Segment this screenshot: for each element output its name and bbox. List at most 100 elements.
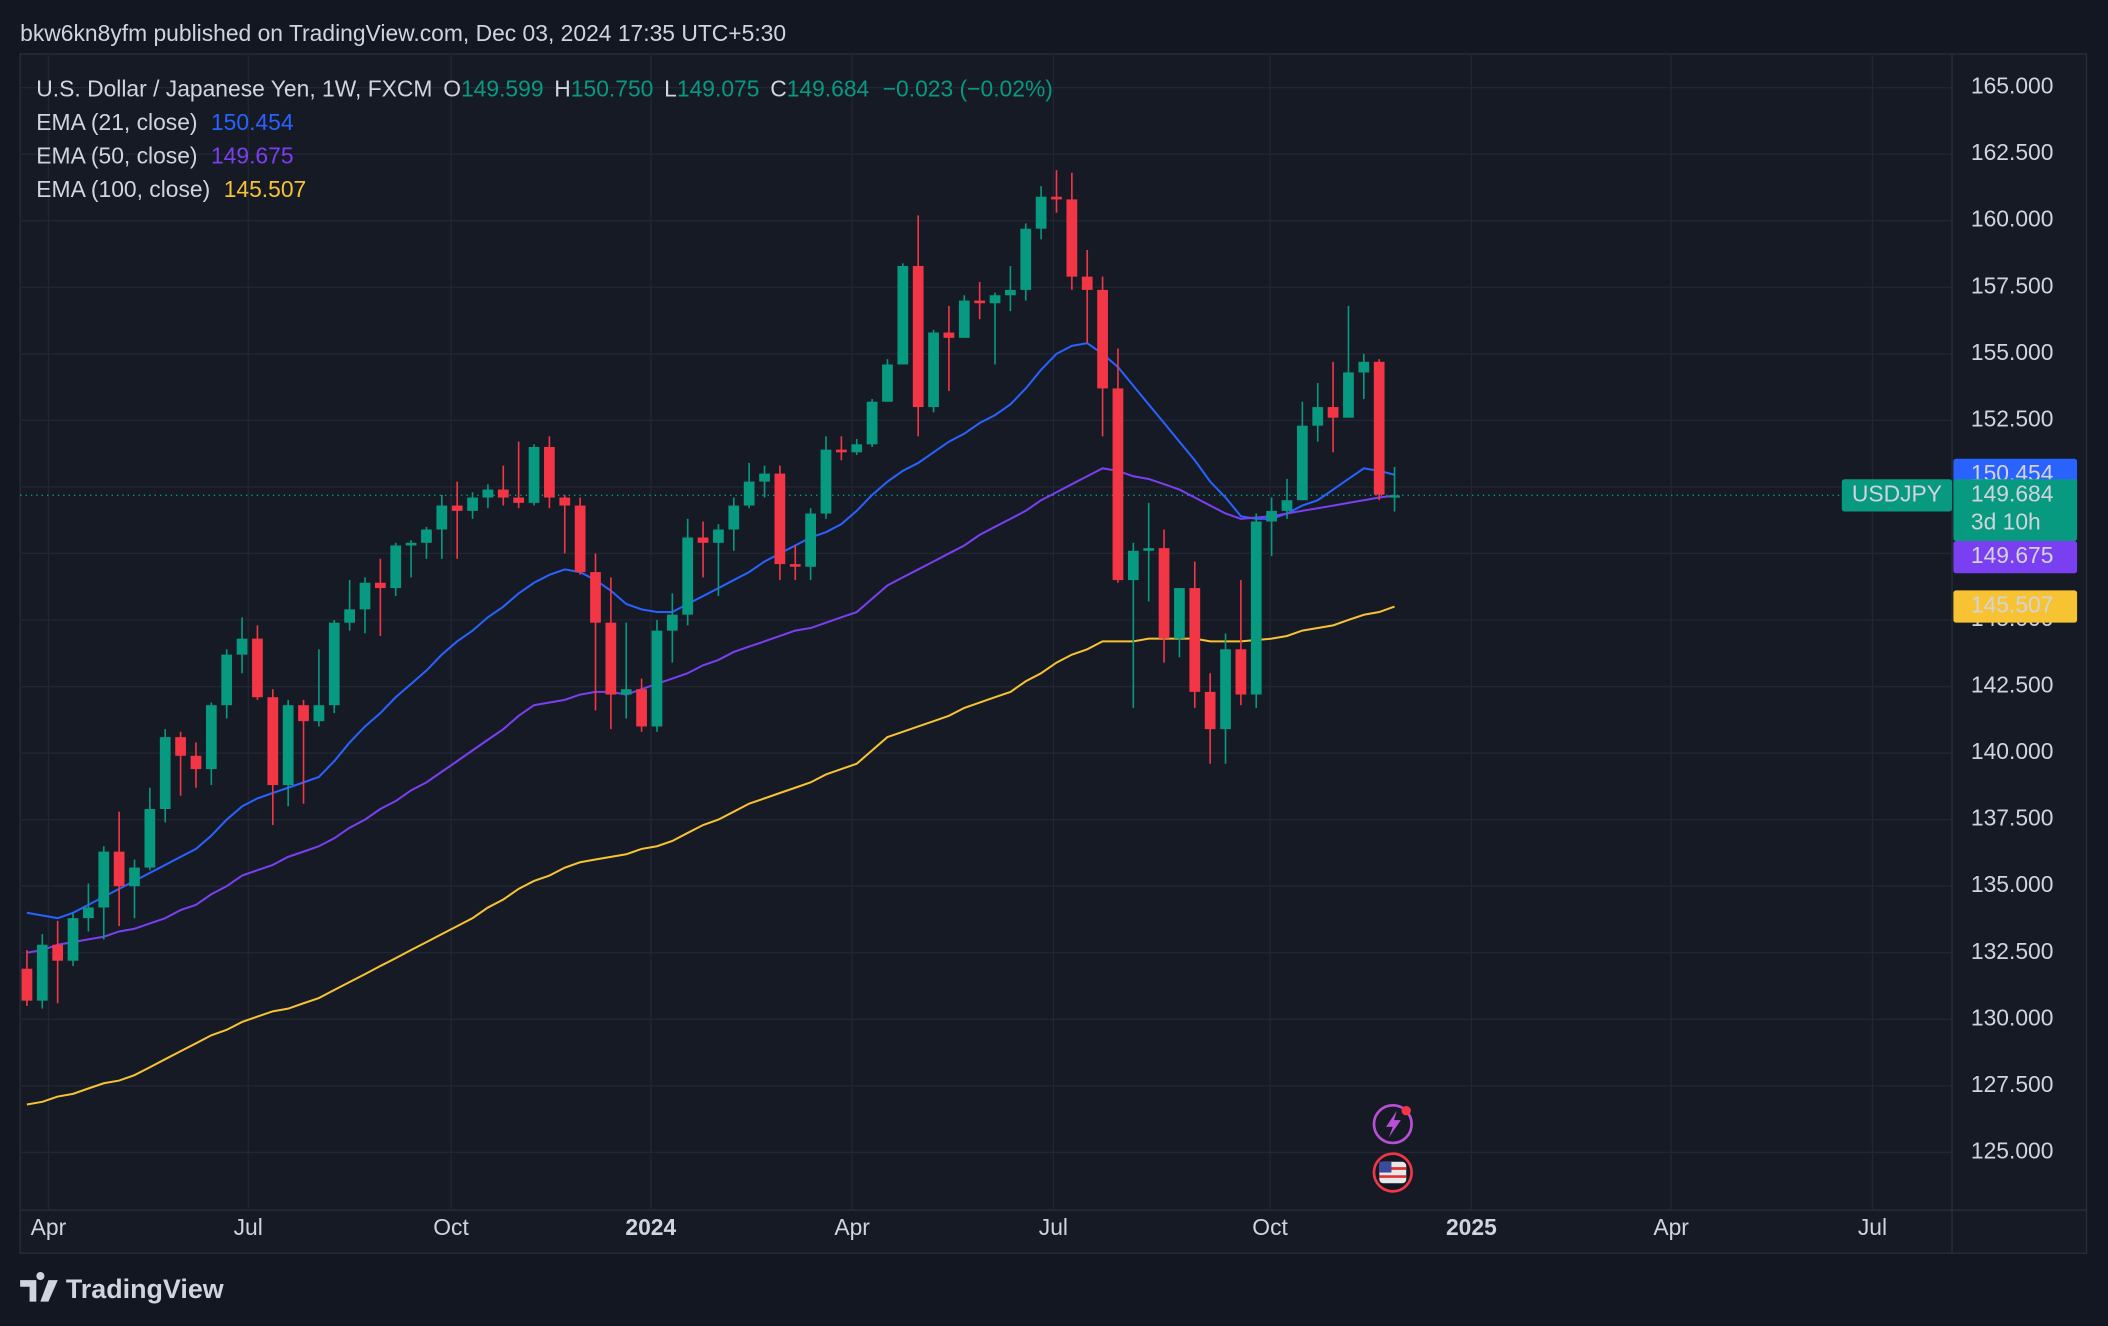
candle-body [544, 446, 555, 498]
candle-body [1327, 407, 1339, 418]
candle-body [697, 537, 709, 543]
candle-body [98, 851, 110, 908]
symbol-label: USDJPY [1852, 480, 1942, 506]
logo-mark [20, 1272, 58, 1302]
y-tick-label: 132.500 [1971, 938, 2054, 964]
legend-row: EMA (21, close) 150.454 [36, 109, 294, 135]
legend-value: 150.454 [211, 109, 294, 135]
y-tick-label: 135.000 [1971, 871, 2054, 897]
candle-body [620, 689, 632, 695]
candle-body [1097, 289, 1108, 389]
candle-body [1127, 550, 1139, 581]
candle-body [789, 564, 801, 567]
legend-name: EMA (21, close) [36, 109, 197, 135]
legend-title: U.S. Dollar / Japanese Yen, 1W, FXCM [36, 75, 432, 101]
ema-line [26, 342, 1395, 920]
ema-price-label-box [1953, 541, 2078, 574]
candle-body [820, 449, 832, 514]
candle-body [835, 449, 847, 453]
candle-body [328, 622, 340, 706]
event-icons [1372, 1103, 1413, 1193]
candle-body [436, 505, 448, 530]
y-tick-label: 157.500 [1971, 272, 2054, 298]
candle-body [1143, 548, 1155, 551]
legend-value: 145.507 [224, 176, 307, 202]
candle-body [497, 489, 509, 498]
candle-body [482, 489, 494, 498]
header: bkw6kn8yfm published on TradingView.com,… [20, 20, 786, 46]
candle-body [1373, 361, 1385, 495]
candle-body [267, 697, 279, 786]
candle-body [759, 473, 770, 482]
y-tick-label: 155.000 [1971, 339, 2054, 365]
candle-body [83, 907, 94, 919]
candle-body [1112, 388, 1124, 581]
candle-body [574, 505, 586, 573]
legend-row: U.S. Dollar / Japanese Yen, 1W, FXCM O149… [36, 75, 1053, 101]
candle-body [513, 497, 525, 503]
candle-body [928, 332, 939, 408]
candle-body [805, 513, 816, 567]
candle-body [221, 654, 233, 706]
x-tick-label: Apr [31, 1214, 67, 1240]
candle-body [1020, 228, 1032, 290]
candle-body [682, 537, 694, 615]
candle-body [21, 968, 33, 1001]
countdown: 3d 10h [1971, 509, 2041, 535]
candle-body [405, 542, 417, 546]
candle-body [236, 638, 248, 655]
candle-body [728, 505, 740, 530]
candle-body [897, 265, 909, 365]
candle-body [359, 582, 371, 610]
candle-body [344, 609, 356, 623]
candle-body [1235, 649, 1247, 695]
candle-body [974, 300, 986, 304]
y-tick-label: 130.000 [1971, 1004, 2054, 1030]
y-tick-label: 162.500 [1971, 139, 2054, 165]
legend-row: EMA (50, close) 149.675 [36, 143, 293, 169]
candle-body [851, 444, 863, 453]
ema-price-label-box [1953, 590, 2078, 623]
y-tick-label: 140.000 [1971, 738, 2054, 764]
candle-body [1189, 588, 1201, 692]
candle-body [1174, 588, 1185, 639]
candle-body [605, 622, 617, 695]
event-icon[interactable] [1372, 1103, 1413, 1145]
legend-value: 149.599 [461, 75, 544, 101]
y-tick-label: 165.000 [1971, 73, 2054, 99]
y-tick-label: 142.500 [1971, 672, 2054, 698]
candle-body [1051, 196, 1062, 200]
candle-body [559, 497, 571, 506]
candle-body [651, 630, 663, 727]
dot [1401, 1105, 1411, 1116]
candle-body [1343, 372, 1354, 418]
x-tick-label: Oct [1252, 1214, 1288, 1240]
legend-value: 149.675 [211, 143, 294, 169]
candle-body [113, 851, 125, 887]
legend-value: 150.750 [571, 75, 654, 101]
legend-value: 149.684 [787, 75, 870, 101]
y-tick-label: 160.000 [1971, 206, 2054, 232]
last-price-label-box [1953, 479, 2078, 542]
x-tick-label: Apr [1653, 1214, 1689, 1240]
candle-body [129, 867, 140, 887]
legend-key: H [554, 75, 571, 101]
candle-body [467, 497, 478, 511]
candle-body [912, 265, 924, 408]
candle-body [1035, 196, 1047, 229]
candle-body [451, 505, 463, 511]
candle-body [713, 529, 724, 543]
candle-body [421, 529, 432, 543]
ema-line [26, 605, 1395, 1106]
ema-price-label: 145.507 [1971, 592, 2054, 618]
legend-value: 149.075 [677, 75, 760, 101]
candle-body [1066, 199, 1078, 277]
candle-body [666, 614, 678, 631]
ema-price-label: 149.675 [1971, 542, 2054, 568]
plot: 125.000 127.500 130.000 132.500 135.000 137.5… [20, 53, 2054, 1240]
x-tick-label: Jul [1858, 1214, 1887, 1240]
x-tick-label: Jul [234, 1214, 263, 1240]
candle-body [1204, 691, 1216, 730]
x-tick-label: 2025 [1446, 1214, 1497, 1240]
